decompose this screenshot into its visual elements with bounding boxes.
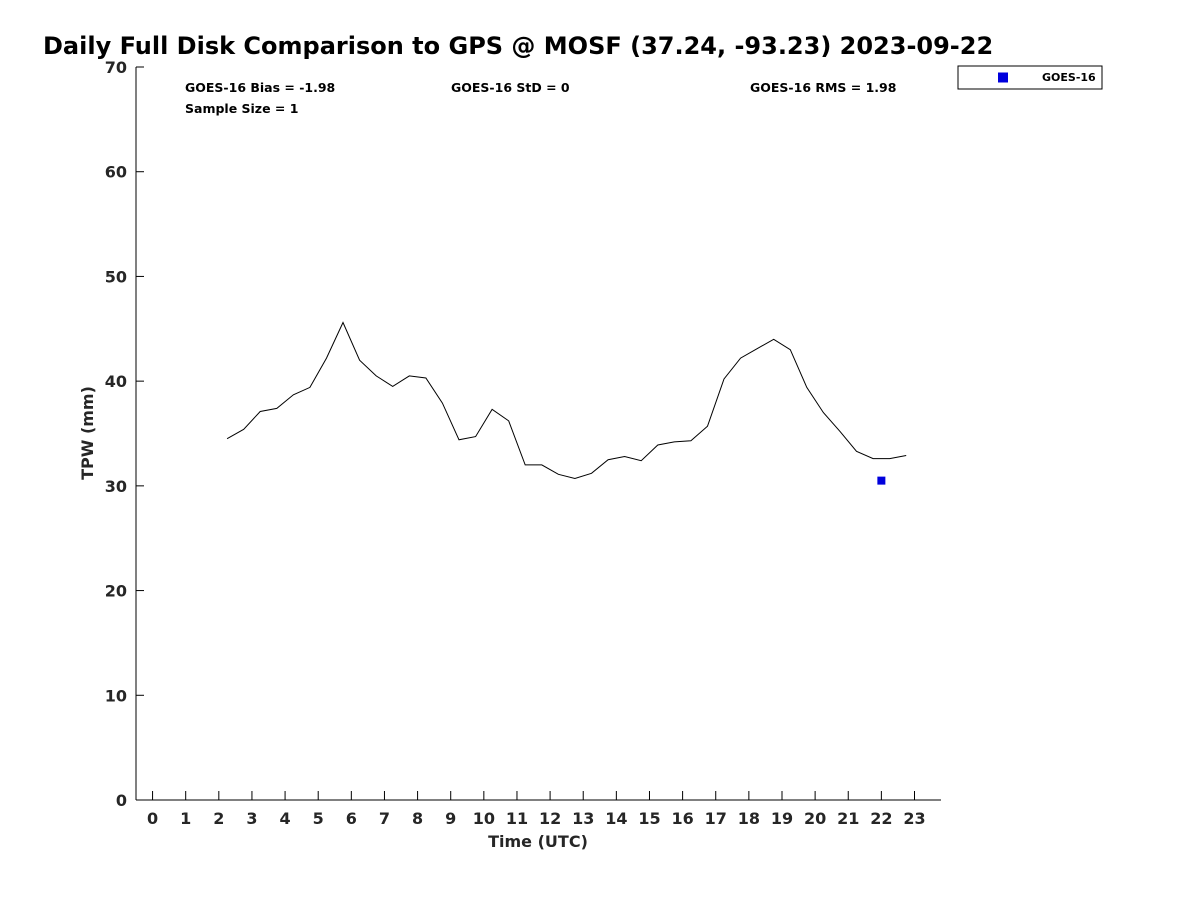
y-tick-label: 30 (105, 477, 127, 496)
x-tick-label: 14 (605, 809, 627, 828)
chart-title: Daily Full Disk Comparison to GPS @ MOSF… (43, 32, 993, 60)
x-tick-label: 5 (313, 809, 324, 828)
x-tick-label: 23 (903, 809, 925, 828)
x-tick-label: 13 (572, 809, 594, 828)
x-tick-label: 11 (506, 809, 528, 828)
x-tick-label: 10 (473, 809, 495, 828)
x-tick-label: 7 (379, 809, 390, 828)
x-tick-label: 12 (539, 809, 561, 828)
legend-box (957, 65, 1103, 90)
x-tick-label: 9 (445, 809, 456, 828)
legend-marker-goes-16 (998, 72, 1008, 83)
x-tick-label: 20 (804, 809, 826, 828)
x-tick-label: 18 (738, 809, 760, 828)
x-tick-label: 1 (180, 809, 191, 828)
x-tick-label: 3 (246, 809, 257, 828)
y-tick-label: 20 (105, 582, 127, 601)
std-stat: GOES-16 StD = 0 (451, 80, 570, 95)
x-tick-label: 21 (837, 809, 859, 828)
x-tick-label: 19 (771, 809, 793, 828)
x-tick-label: 16 (671, 809, 693, 828)
y-axis-label: TPW (mm) (78, 386, 97, 480)
x-tick-label: 8 (412, 809, 423, 828)
x-tick-label: 4 (280, 809, 291, 828)
x-tick-label: 15 (638, 809, 660, 828)
x-tick-label: 22 (870, 809, 892, 828)
goes-16-points (877, 476, 886, 485)
legend-label-goes-16: GOES-16 (1042, 71, 1096, 84)
legend: GOES-16 (957, 65, 1103, 90)
x-tick-label: 6 (346, 809, 357, 828)
y-tick-label: 10 (105, 686, 127, 705)
x-tick-label: 2 (213, 809, 224, 828)
sample-size-stat: Sample Size = 1 (185, 101, 298, 116)
y-tick-label: 60 (105, 163, 127, 182)
y-axis-ticks: 0 10 20 30 40 50 60 70 (105, 58, 144, 810)
y-tick-label: 50 (105, 267, 127, 286)
y-tick-label: 70 (105, 58, 127, 77)
y-tick-label: 0 (116, 791, 127, 810)
gps-series-line (226, 321, 907, 480)
y-tick-label: 40 (105, 372, 127, 391)
bias-stat: GOES-16 Bias = -1.98 (185, 80, 335, 95)
rms-stat: GOES-16 RMS = 1.98 (750, 80, 896, 95)
goes-16-point (877, 476, 886, 485)
x-axis-ticks: 0 1 2 3 4 5 6 7 8 9 10 11 12 13 14 15 16 17 18 19 20 21 22 23 (147, 791, 926, 828)
x-tick-label: 0 (147, 809, 158, 828)
x-axis-label: Time (UTC) (488, 832, 588, 851)
x-tick-label: 17 (705, 809, 727, 828)
